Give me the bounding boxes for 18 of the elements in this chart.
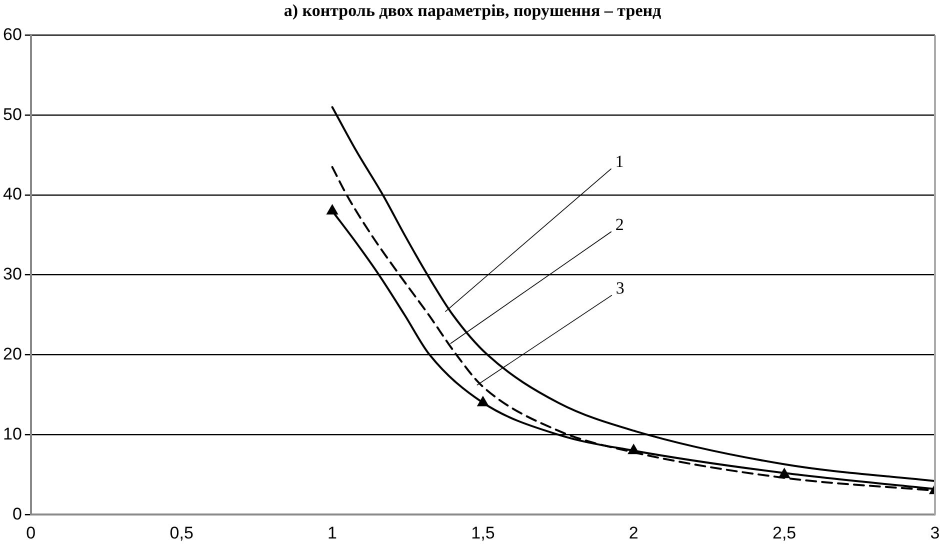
x-tick-label: 2,5 bbox=[772, 523, 796, 542]
y-tick-label: 50 bbox=[2, 104, 22, 124]
annotation: 2 bbox=[615, 215, 624, 234]
annotation: 3 bbox=[616, 278, 624, 298]
y-tick-label: 0 bbox=[12, 504, 22, 524]
x-tick-label: 0 bbox=[26, 523, 36, 542]
x-tick-label: 1 bbox=[328, 523, 338, 542]
x-tick-label: 0,5 bbox=[170, 523, 194, 542]
y-tick-label: 60 bbox=[2, 24, 22, 44]
x-tick-label: 2 bbox=[628, 523, 638, 542]
x-tick-label: 3 bbox=[930, 523, 940, 542]
y-tick-label: 10 bbox=[2, 424, 22, 444]
y-tick-label: 40 bbox=[2, 184, 22, 204]
annotation: 1 bbox=[615, 152, 624, 172]
y-tick-label: 20 bbox=[2, 344, 22, 364]
chart-title: а) контроль двох параметрів, порушення – тренд bbox=[282, 0, 662, 22]
y-tick-label: 30 bbox=[2, 264, 22, 284]
x-tick-label: 1,5 bbox=[471, 523, 495, 542]
